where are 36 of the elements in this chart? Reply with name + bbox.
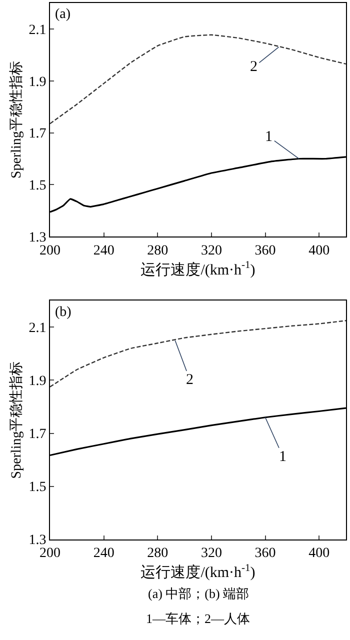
x-tick-label: 280 xyxy=(147,243,168,258)
y-tick-label: 1.3 xyxy=(28,230,46,246)
line-series xyxy=(50,34,346,124)
chart-title: (b) xyxy=(55,305,72,320)
line-series xyxy=(50,320,346,388)
x-tick-label: 200 xyxy=(40,243,60,258)
x-tick-label: 400 xyxy=(308,546,330,562)
chart-title: (a) xyxy=(55,7,71,22)
annotation: 1 xyxy=(279,449,286,465)
y-tick-label: 1.7 xyxy=(28,427,46,442)
x-tick-label: 240 xyxy=(93,243,114,258)
text: (a) 中部；(b) 端部 xyxy=(148,586,250,601)
y-axis-title: Sperling平稳性指标 xyxy=(8,61,24,179)
y-tick-label: 2.1 xyxy=(28,321,46,336)
x-axis-title: 运行速度/(km·h$^{-1}$) xyxy=(140,260,256,278)
x-tick-label: 320 xyxy=(200,243,222,258)
y-tick-label: 1.3 xyxy=(28,533,46,548)
y-tick-label: 1.9 xyxy=(28,74,46,90)
x-tick-label: 320 xyxy=(200,546,222,562)
x-tick-label: 280 xyxy=(147,546,168,562)
x-tick-label: 200 xyxy=(40,546,60,562)
x-tick-label: 240 xyxy=(93,546,114,562)
x-tick-label: 360 xyxy=(254,243,276,258)
text: 1—车体；2—人体 xyxy=(146,611,250,626)
annotation: 2 xyxy=(250,59,258,75)
y-tick-label: 1.5 xyxy=(28,178,46,194)
y-tick-label: 1.9 xyxy=(28,374,46,390)
annotation: 2 xyxy=(186,372,194,388)
x-tick-label: 360 xyxy=(254,546,276,562)
annotation: 1 xyxy=(265,129,272,145)
y-tick-label: 2.1 xyxy=(28,22,46,38)
y-tick-label: 1.5 xyxy=(28,480,46,496)
y-tick-label: 1.7 xyxy=(28,126,46,142)
x-tick-label: 400 xyxy=(308,243,330,258)
x-axis-title: 运行速度/(km·h$^{-1}$) xyxy=(140,562,256,582)
y-axis-title: Sperling平稳性指标 xyxy=(8,361,24,479)
